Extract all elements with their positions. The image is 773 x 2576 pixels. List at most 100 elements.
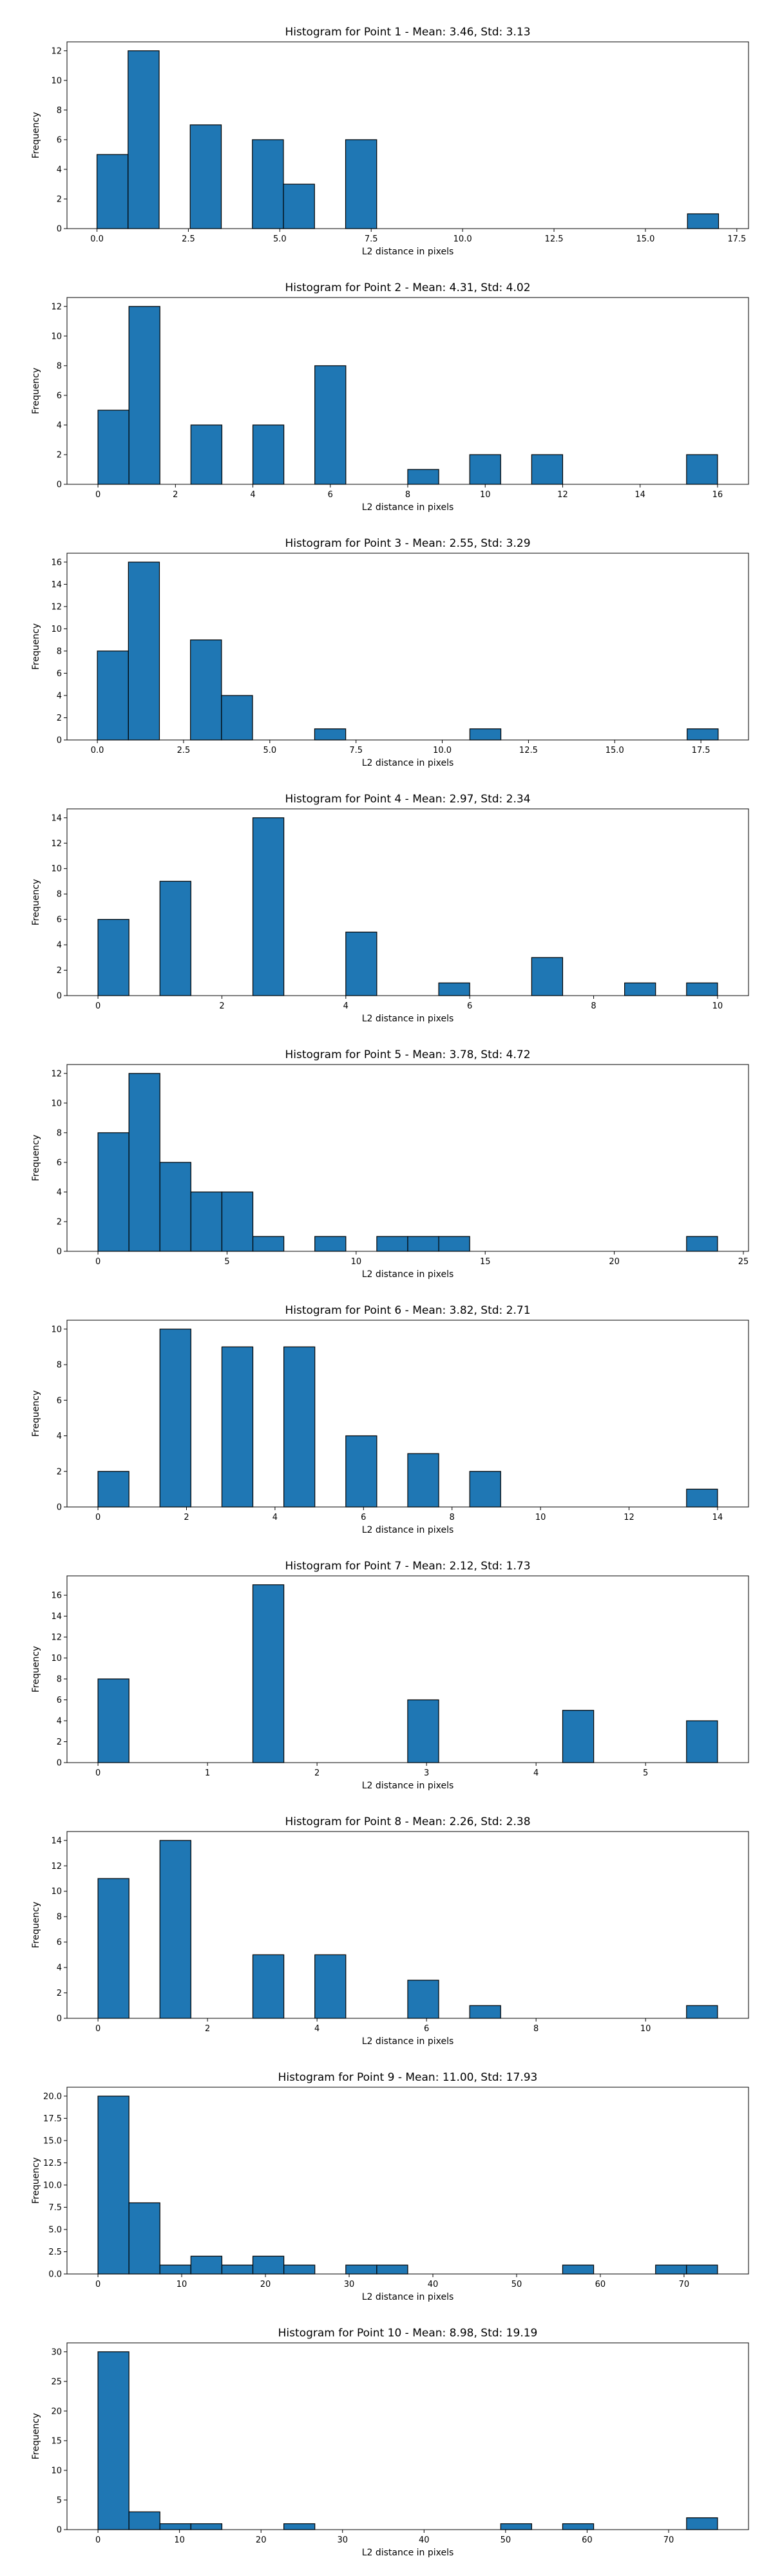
- y-tick-label: 4: [57, 941, 62, 951]
- x-tick-label: 60: [595, 2280, 606, 2289]
- histogram-bar: [128, 306, 160, 485]
- histogram-bar: [97, 2351, 129, 2530]
- histogram-bar: [686, 2264, 718, 2275]
- histogram-bar: [97, 1471, 129, 1508]
- histogram-bar: [221, 1346, 254, 1508]
- histogram-bar: [159, 2523, 191, 2530]
- x-tick-label: 10.0: [453, 234, 472, 244]
- x-tick-label: 8: [450, 1513, 455, 1522]
- histogram-bar: [128, 2511, 160, 2530]
- histogram-bar: [221, 2264, 254, 2275]
- histogram-panel-8: Histogram for Point 8 - Mean: 2.26, Std:…: [31, 1815, 749, 2047]
- x-tick-label: 8: [533, 2024, 539, 2034]
- y-tick-label: 4: [57, 1188, 62, 1197]
- histogram-bar: [252, 817, 285, 996]
- y-axis-label: Frequency: [31, 112, 41, 158]
- histogram-bar: [190, 2255, 223, 2275]
- plot-frame: [66, 2342, 749, 2530]
- histogram-bar: [189, 124, 222, 229]
- histogram-bar: [159, 1162, 191, 1252]
- x-tick-label: 60: [582, 2535, 593, 2545]
- x-tick-label: 4: [250, 490, 255, 500]
- x-tick-label: 20: [609, 1257, 620, 1267]
- y-axis-label: Frequency: [31, 623, 41, 670]
- y-tick-label: 10: [51, 2466, 62, 2476]
- x-tick-label: 50: [501, 2535, 511, 2545]
- x-axis-label: L2 distance in pixels: [362, 2036, 454, 2047]
- histogram-bar: [686, 2005, 718, 2019]
- x-tick-label: 2: [314, 1768, 320, 1778]
- histogram-bar: [469, 728, 502, 741]
- histogram-bar: [407, 1453, 439, 1508]
- x-tick-label: 25: [738, 1257, 749, 1267]
- y-tick-label: 0: [57, 2014, 62, 2024]
- y-tick-label: 14: [51, 580, 62, 590]
- y-tick-label: 14: [51, 1836, 62, 1846]
- histogram-bar: [97, 919, 129, 996]
- histogram-bar: [96, 154, 129, 229]
- x-tick-label: 8: [591, 1001, 596, 1011]
- histogram-bar: [407, 469, 439, 485]
- x-tick-label: 20: [256, 2535, 267, 2545]
- x-tick-label: 14: [635, 490, 645, 500]
- y-tick-label: 30: [51, 2347, 62, 2357]
- y-tick-label: 0: [57, 1247, 62, 1257]
- histogram-bar: [283, 2264, 316, 2275]
- x-tick-label: 15: [480, 1257, 491, 1267]
- histogram-bar: [531, 957, 564, 996]
- histogram-bar: [252, 139, 284, 229]
- y-tick-label: 10: [51, 864, 62, 874]
- plot-frame: [66, 41, 749, 229]
- y-tick-label: 6: [57, 1938, 62, 1947]
- y-tick-label: 2: [57, 450, 62, 460]
- y-tick-label: 8: [57, 1128, 62, 1138]
- x-axis-label: L2 distance in pixels: [362, 247, 454, 257]
- histogram-bar: [283, 1346, 316, 1508]
- y-tick-label: 4: [57, 1717, 62, 1727]
- histogram-panel-4: Histogram for Point 4 - Mean: 2.97, Std:…: [31, 793, 749, 1024]
- histogram-bar: [252, 424, 285, 485]
- histogram-panel-3: Histogram for Point 3 - Mean: 2.55, Std:…: [31, 537, 749, 768]
- x-tick-label: 30: [344, 2280, 355, 2289]
- y-tick-label: 8: [57, 106, 62, 115]
- histogram-bar: [469, 454, 501, 485]
- x-tick-label: 6: [328, 490, 333, 500]
- histogram-bar: [190, 1191, 223, 1252]
- x-tick-label: 10: [174, 2535, 185, 2545]
- histogram-bar: [252, 1954, 285, 2019]
- x-tick-label: 1: [205, 1768, 210, 1778]
- y-tick-label: 5: [57, 2496, 62, 2505]
- plot-frame: [66, 2087, 749, 2275]
- y-tick-label: 4: [57, 165, 62, 175]
- y-tick-label: 6: [57, 669, 62, 679]
- x-tick-label: 6: [424, 2024, 429, 2034]
- histogram-bar: [469, 1471, 501, 1508]
- histogram-panel-2: Histogram for Point 2 - Mean: 4.31, Std:…: [31, 281, 749, 513]
- histogram-bar: [562, 2264, 595, 2275]
- x-tick-label: 15.0: [606, 746, 624, 755]
- y-tick-label: 0: [57, 1759, 62, 1768]
- y-tick-label: 8: [57, 1913, 62, 1922]
- chart-title: Histogram for Point 1 - Mean: 3.46, Std:…: [285, 26, 530, 39]
- histogram-bar: [407, 1699, 439, 1763]
- y-tick-label: 0.0: [48, 2270, 62, 2280]
- x-tick-label: 0: [95, 2535, 100, 2545]
- plot-frame: [66, 1575, 749, 1763]
- histogram-bar: [128, 1073, 160, 1252]
- y-tick-label: 12: [51, 839, 62, 849]
- histogram-bar: [97, 2096, 129, 2275]
- x-tick-label: 10: [535, 1513, 546, 1522]
- plot-frame: [66, 1831, 749, 2019]
- histogram-bar: [686, 454, 718, 485]
- x-tick-label: 0: [95, 1257, 100, 1267]
- y-tick-label: 20.0: [43, 2092, 62, 2101]
- x-tick-label: 17.5: [727, 234, 746, 244]
- chart-title: Histogram for Point 8 - Mean: 2.26, Std:…: [285, 1815, 530, 1828]
- y-tick-label: 12.5: [43, 2159, 62, 2168]
- y-axis-label: Frequency: [31, 2413, 41, 2459]
- y-tick-label: 4: [57, 1432, 62, 1441]
- histogram-panel-6: Histogram for Point 6 - Mean: 3.82, Std:…: [31, 1304, 749, 1535]
- x-tick-label: 0: [95, 2024, 100, 2034]
- histogram-bar: [686, 1720, 718, 1763]
